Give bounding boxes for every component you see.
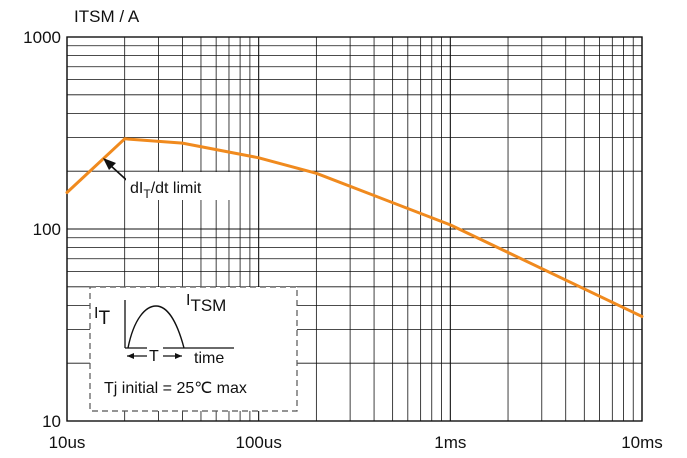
condition-label: Tj initial = 25℃ max [104, 380, 247, 397]
x-tick-label: 1ms [434, 433, 466, 452]
x-tick-label: 10us [49, 433, 86, 452]
grid [66, 36, 643, 422]
limit-annotation: dIT/dt limit [103, 158, 238, 201]
y-tick-label: 1000 [23, 28, 61, 47]
itsm-label: ITSM [186, 292, 226, 315]
data-point [181, 141, 184, 145]
time-label: time [194, 350, 224, 367]
data-point [65, 191, 69, 194]
t-arrow-right-icon [175, 353, 182, 359]
x-tick-label: 100us [236, 433, 282, 452]
plot-frame [66, 36, 643, 422]
annotation-label: dIT/dt limit [130, 180, 202, 201]
t-arrow-left-icon [127, 353, 134, 359]
data-point [449, 223, 452, 227]
y-tick-label: 100 [33, 220, 61, 239]
x-tick-label: 10ms [621, 433, 663, 452]
it-label: IT [94, 305, 110, 329]
data-point [123, 137, 126, 140]
pulse-inset: IT ITSM T time Tj initial = 25℃ max [89, 286, 298, 412]
tick-labels: 10us 100us 1ms 10ms 10 100 1000 [23, 28, 663, 452]
annotation-bg [126, 172, 238, 200]
data-point [315, 172, 318, 175]
data-point [257, 156, 260, 159]
y-axis-title: ITSM / A [74, 7, 140, 26]
t-label-bg [147, 346, 163, 362]
pulse-curve [127, 305, 185, 349]
y-tick-label: 10 [42, 412, 61, 431]
series-layer [65, 137, 644, 318]
arrowhead-icon [103, 158, 116, 170]
t-label: T [149, 348, 159, 365]
data-point [640, 315, 644, 318]
